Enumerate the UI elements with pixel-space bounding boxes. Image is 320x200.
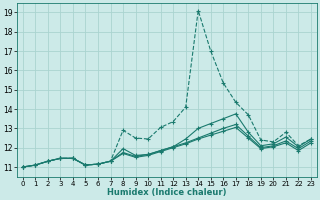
X-axis label: Humidex (Indice chaleur): Humidex (Indice chaleur) bbox=[107, 188, 227, 197]
